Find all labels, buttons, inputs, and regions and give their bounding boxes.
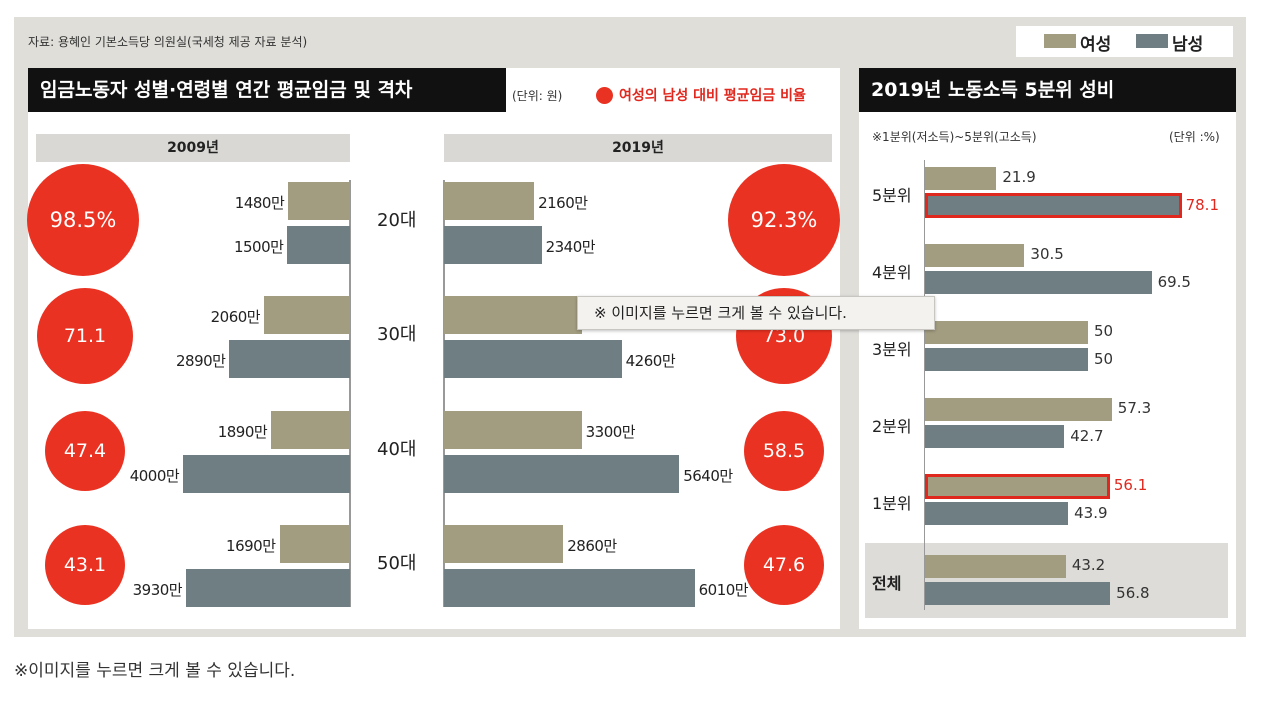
label-2009-female: 1690만 xyxy=(226,537,276,555)
axis-2019 xyxy=(443,180,445,607)
legend-female-label: 여성 xyxy=(1080,35,1112,55)
right-unit: (단위 :%) xyxy=(1169,130,1220,144)
quintile-bar-male xyxy=(925,425,1065,448)
quintile-bar-female xyxy=(925,555,1066,578)
label-2019-male: 4260만 xyxy=(625,352,676,370)
ratio-circle-2009: 43.1 xyxy=(45,525,125,605)
quintile-label: 2분위 xyxy=(872,417,912,436)
left-unit: (단위: 원) xyxy=(512,89,563,103)
label-2019-female: 2860만 xyxy=(567,537,617,555)
bar-2019-male xyxy=(444,569,695,607)
year-header-2009: 2009년 xyxy=(36,134,350,162)
legend-male-label: 남성 xyxy=(1172,35,1204,55)
bar-2009-male xyxy=(287,226,350,264)
source-note: 자료: 용혜인 기본소득당 의원실(국세청 제공 자료 분석) xyxy=(28,35,308,49)
age-label: 40대 xyxy=(377,439,417,460)
quintile-bar-female xyxy=(925,475,1108,498)
label-2019-male: 6010만 xyxy=(698,581,749,599)
quintile-value-male: 56.8 xyxy=(1116,584,1150,602)
bar-2009-male xyxy=(186,569,350,607)
highlight-box-5q-male xyxy=(925,193,1182,218)
bar-2009-female xyxy=(271,411,350,449)
age-label: 20대 xyxy=(377,210,417,231)
quintile-value-female: 50 xyxy=(1094,322,1114,340)
label-2019-female: 2160만 xyxy=(538,194,588,212)
quintile-label: 5분위 xyxy=(872,186,912,205)
quintile-label: 전체 xyxy=(872,574,902,593)
bar-2009-female xyxy=(264,296,350,334)
quintile-bar-female xyxy=(925,321,1088,344)
legend-male-swatch xyxy=(1136,34,1168,48)
bar-2019-female xyxy=(444,411,582,449)
age-label: 30대 xyxy=(377,324,417,345)
legend-female-swatch xyxy=(1044,34,1076,48)
label-2009-female: 1890만 xyxy=(217,423,268,441)
quintile-axis xyxy=(924,160,925,610)
tooltip: ※ 이미지를 누르면 크게 볼 수 있습니다. xyxy=(577,296,935,330)
bar-2019-female xyxy=(444,182,535,220)
label-2009-male: 1500만 xyxy=(233,238,284,256)
quintile-value-male: 43.9 xyxy=(1074,504,1108,522)
label-2009-female: 1480만 xyxy=(234,194,285,212)
ratio-circle-2019: 47.6 xyxy=(744,525,824,605)
quintile-bar-female xyxy=(925,244,1025,267)
label-2009-male: 2890만 xyxy=(176,352,226,370)
bar-2019-male xyxy=(444,340,622,378)
quintile-label: 1분위 xyxy=(872,494,912,513)
quintile-value-male: 42.7 xyxy=(1070,427,1104,445)
quintile-note: ※1분위(저소득)~5분위(고소득) xyxy=(872,130,1037,144)
quintile-bar-male xyxy=(925,582,1111,605)
quintile-bar-female xyxy=(925,398,1112,421)
image-caption[interactable]: ※이미지를 누르면 크게 볼 수 있습니다. xyxy=(14,661,296,681)
ratio-circle-2019: 58.5 xyxy=(744,411,824,491)
highlight-box-1q-female xyxy=(925,474,1110,499)
ratio-circle-2009: 47.4 xyxy=(45,411,125,491)
quintile-bar-male xyxy=(925,348,1088,371)
ratio-circle-2019: 92.3% xyxy=(728,164,840,276)
quintile-value-female: 57.3 xyxy=(1117,399,1152,417)
label-2009-male: 4000만 xyxy=(129,467,180,485)
legend: 여성 남성 xyxy=(1016,26,1233,57)
quintile-value-female: 30.5 xyxy=(1030,245,1064,263)
bar-2009-male xyxy=(183,455,350,493)
label-2019-female: 3300만 xyxy=(585,423,636,441)
quintile-bar-male xyxy=(925,194,1180,217)
bar-2019-male xyxy=(444,226,542,264)
ratio-legend-dot xyxy=(596,87,613,104)
label-2009-male: 3930만 xyxy=(132,581,183,599)
bar-2009-female xyxy=(288,182,350,220)
quintile-value-male: 69.5 xyxy=(1157,273,1191,291)
year-header-2019: 2019년 xyxy=(444,134,832,162)
bar-2009-male xyxy=(229,340,350,378)
age-label: 50대 xyxy=(377,553,417,574)
label-2019-male: 2340만 xyxy=(545,238,596,256)
right-panel-title: 2019년 노동소득 5분위 성비 xyxy=(859,68,1236,112)
quintile-value-male: 78.1 xyxy=(1185,196,1219,214)
quintile-value-male: 50 xyxy=(1094,350,1114,368)
bar-2009-female xyxy=(279,525,350,563)
label-2019-male: 5640만 xyxy=(683,467,733,485)
bar-2019-female xyxy=(444,296,582,334)
quintile-value-female: 21.9 xyxy=(1002,168,1036,186)
label-2009-female: 2060만 xyxy=(210,308,261,326)
axis-2009 xyxy=(349,180,351,607)
quintile-bar-male xyxy=(925,502,1069,525)
bar-2019-male xyxy=(444,455,680,493)
quintile-label: 4분위 xyxy=(872,263,912,282)
ratio-circle-2009: 98.5% xyxy=(27,164,139,276)
quintile-label: 3분위 xyxy=(872,340,912,359)
ratio-circle-2009: 71.1 xyxy=(37,288,133,384)
quintile-value-female: 56.1 xyxy=(1113,476,1148,494)
left-panel-title: 임금노동자 성별·연령별 연간 평균임금 및 격차 xyxy=(28,68,506,112)
quintile-bar-female xyxy=(925,167,997,190)
bar-2019-female xyxy=(444,525,564,563)
ratio-legend-label: 여성의 남성 대비 평균임금 비율 xyxy=(619,88,806,104)
quintile-bar-male xyxy=(925,271,1152,294)
quintile-value-female: 43.2 xyxy=(1071,556,1106,574)
